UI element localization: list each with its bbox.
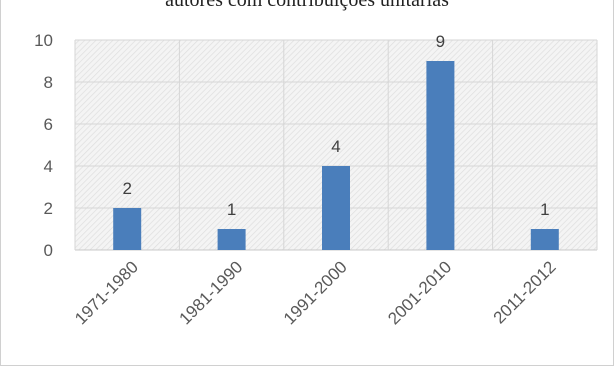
data-label: 1 (540, 200, 549, 219)
x-tick-label: 1991-2000 (280, 257, 351, 328)
bar-2001-2010 (426, 61, 455, 250)
bar-1971-1980 (113, 208, 142, 250)
y-tick-label: 10 (34, 31, 53, 50)
x-tick-label: 1971-1980 (71, 257, 142, 328)
data-label: 2 (122, 179, 131, 198)
x-tick-label: 2001-2010 (384, 257, 455, 328)
y-tick-label: 8 (44, 73, 53, 92)
x-tick-label: 1981-1990 (175, 257, 246, 328)
y-tick-label: 0 (44, 241, 53, 260)
bar-2011-2012 (530, 229, 559, 250)
data-label: 4 (331, 137, 340, 156)
y-tick-label: 2 (44, 199, 53, 218)
bar-1991-2000 (322, 166, 350, 250)
data-label: 1 (227, 200, 236, 219)
x-tick-label: 2011-2012 (490, 257, 560, 327)
chart-title: autores com contribuições unitárias (165, 0, 449, 11)
y-tick-label: 6 (44, 115, 53, 134)
bar-1981-1990 (217, 229, 246, 250)
data-label: 9 (436, 32, 445, 51)
y-tick-label: 4 (44, 157, 53, 176)
